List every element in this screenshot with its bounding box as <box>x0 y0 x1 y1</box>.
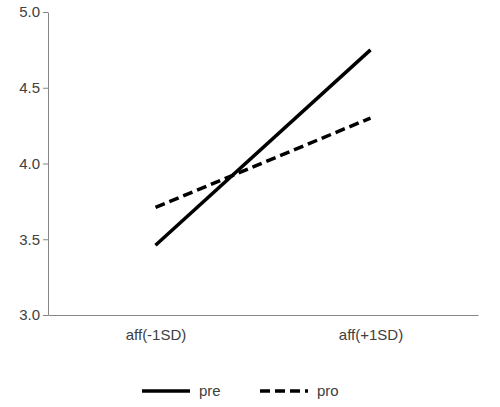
chart: 3.0 3.5 4.0 4.5 5.0 aff(-1SD) aff(+1SD) pre pro <box>0 0 500 407</box>
y-axis-line <box>48 13 49 316</box>
plot: 3.0 3.5 4.0 4.5 5.0 aff(-1SD) aff(+1SD) <box>19 3 478 342</box>
y-tick-mark <box>43 315 48 316</box>
legend-swatch <box>260 389 308 393</box>
y-tick: 3.0 <box>19 306 48 323</box>
y-tick-label: 3.0 <box>19 306 40 323</box>
y-axis: 3.0 3.5 4.0 4.5 5.0 <box>19 3 48 323</box>
y-tick: 4.5 <box>19 79 48 96</box>
y-tick-label: 5.0 <box>19 3 40 20</box>
series-line <box>156 50 371 245</box>
x-axis: aff(-1SD) aff(+1SD) <box>49 315 479 343</box>
legend-item: pre <box>142 382 221 399</box>
lines <box>156 50 371 245</box>
y-tick: 5.0 <box>19 3 48 20</box>
y-tick-mark <box>43 12 48 13</box>
y-tick: 4.0 <box>19 155 48 172</box>
x-tick: aff(+1SD) <box>339 315 403 343</box>
x-tick: aff(-1SD) <box>126 315 187 343</box>
x-tick-label: aff(+1SD) <box>339 326 403 343</box>
x-axis-line <box>49 315 479 316</box>
legend: pre pro <box>142 382 339 399</box>
y-tick: 3.5 <box>19 231 48 248</box>
y-tick-label: 4.0 <box>19 155 40 172</box>
y-tick-mark <box>43 164 48 165</box>
legend-label: pre <box>199 382 221 399</box>
x-tick-label: aff(-1SD) <box>126 326 187 343</box>
legend-item: pro <box>260 382 339 399</box>
legend-swatch <box>142 389 190 393</box>
y-tick-mark <box>43 239 48 240</box>
y-tick-label: 4.5 <box>19 79 40 96</box>
y-tick-label: 3.5 <box>19 231 40 248</box>
legend-label: pro <box>317 382 339 399</box>
series-line <box>156 118 371 207</box>
y-tick-mark <box>43 88 48 89</box>
